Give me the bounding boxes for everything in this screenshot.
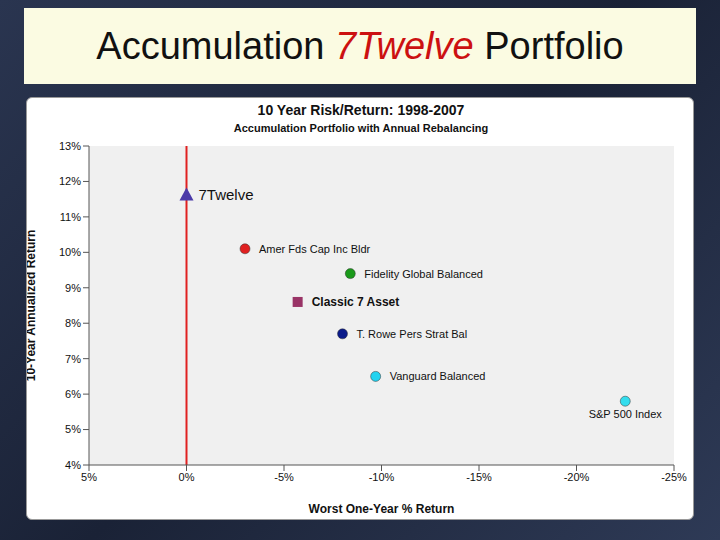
svg-text:6%: 6%	[65, 388, 81, 400]
svg-text:-15%: -15%	[466, 471, 492, 483]
svg-text:5%: 5%	[65, 423, 81, 435]
svg-text:-25%: -25%	[661, 471, 687, 483]
html-text:10 Year Risk/Return: 1998-2007: 10 Year Risk/Return: 1998-2007	[257, 102, 465, 118]
svg-text:Worst One-Year % Return: Worst One-Year % Return	[309, 502, 455, 516]
svg-text:Amer Fds Cap Inc Bldr: Amer Fds Cap Inc Bldr	[259, 243, 371, 255]
svg-text:Fidelity Global Balanced: Fidelity Global Balanced	[364, 268, 483, 280]
svg-text:7%: 7%	[65, 353, 81, 365]
svg-text:-20%: -20%	[564, 471, 590, 483]
html-text:Accumulation Portfolio with An: Accumulation Portfolio with Annual Rebal…	[233, 122, 489, 134]
svg-text:-10%: -10%	[369, 471, 395, 483]
svg-text:4%: 4%	[65, 459, 81, 471]
svg-text:0%: 0%	[179, 471, 195, 483]
svg-text:-5%: -5%	[274, 471, 294, 483]
svg-text:10%: 10%	[59, 246, 81, 258]
svg-text:T. Rowe Pers Strat Bal: T. Rowe Pers Strat Bal	[357, 328, 468, 340]
svg-text:7Twelve: 7Twelve	[199, 186, 254, 203]
svg-text:8%: 8%	[65, 317, 81, 329]
svg-text:Classic 7 Asset: Classic 7 Asset	[312, 295, 400, 309]
svg-text:5%: 5%	[81, 471, 97, 483]
svg-text:13%: 13%	[59, 140, 81, 152]
svg-text:12%: 12%	[59, 175, 81, 187]
svg-text:Vanguard Balanced: Vanguard Balanced	[390, 370, 486, 382]
svg-text:11%: 11%	[60, 211, 81, 223]
svg-text:9%: 9%	[65, 282, 81, 294]
svg-text:10-Year Annualized Return: 10-Year Annualized Return	[27, 230, 38, 382]
html-text:Accumulation 7Twelve Portfolio: Accumulation 7Twelve Portfolio	[96, 24, 624, 67]
svg-text:S&P 500 Index: S&P 500 Index	[589, 408, 663, 420]
